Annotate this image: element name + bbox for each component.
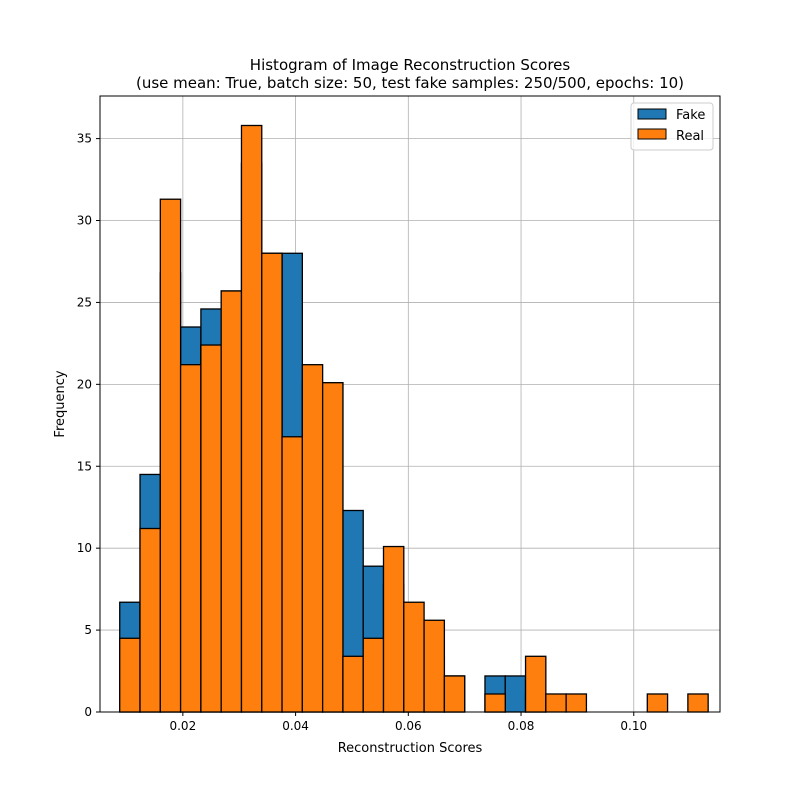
fake-bar <box>504 675 527 713</box>
legend-swatch-fake <box>637 108 667 120</box>
legend-label-real: Real <box>676 129 704 144</box>
real-bar <box>403 601 425 713</box>
y-axis-ticks: 0 5 10 15 20 25 30 35 <box>77 132 100 719</box>
real-bar <box>342 655 364 713</box>
chart-title: Histogram of Image Reconstruction Scores <box>250 56 571 74</box>
real-bar <box>362 637 385 713</box>
y-tick-label: 0 <box>84 705 92 719</box>
real-bar <box>646 693 669 713</box>
y-tick-label: 10 <box>77 541 92 555</box>
x-tick-label: 0.04 <box>282 719 309 733</box>
real-bar <box>423 619 446 713</box>
real-bar <box>119 637 141 713</box>
x-tick-label: 0.06 <box>395 719 422 733</box>
real-bar <box>261 252 283 713</box>
real-bar <box>484 693 506 713</box>
x-axis-ticks: 0.02 0.04 0.06 0.08 0.10 <box>169 712 647 733</box>
y-tick-label: 20 <box>77 377 92 391</box>
real-bar <box>200 344 222 713</box>
y-tick-label: 5 <box>84 623 92 637</box>
x-tick-label: 0.08 <box>508 719 535 733</box>
x-tick-label: 0.02 <box>169 719 196 733</box>
legend-label-fake: Fake <box>676 108 705 123</box>
chart-subtitle: (use mean: True, batch size: 50, test fa… <box>136 74 684 92</box>
x-axis-label: Reconstruction Scores <box>338 741 483 756</box>
real-bar <box>687 693 709 713</box>
real-bar <box>220 290 243 713</box>
real-bars <box>119 124 709 713</box>
real-bar <box>281 436 303 713</box>
y-axis-label: Frequency <box>53 370 68 437</box>
x-tick-label: 0.10 <box>620 719 647 733</box>
real-bar <box>139 527 161 713</box>
real-bar <box>321 382 344 713</box>
plot-frame <box>99 95 721 713</box>
real-bar <box>545 693 567 713</box>
real-bar <box>179 364 202 713</box>
real-bar <box>240 124 263 713</box>
legend: Fake Real <box>630 102 714 151</box>
legend-swatch-real <box>637 128 667 140</box>
real-bar <box>159 198 182 713</box>
y-tick-label: 35 <box>77 132 92 146</box>
y-tick-label: 15 <box>77 459 92 473</box>
real-bar <box>565 693 588 713</box>
real-bar <box>443 675 466 713</box>
y-tick-label: 30 <box>77 214 92 228</box>
y-tick-label: 25 <box>77 295 92 309</box>
real-bar <box>301 364 324 713</box>
real-bar <box>524 655 547 713</box>
real-bar <box>382 545 405 713</box>
